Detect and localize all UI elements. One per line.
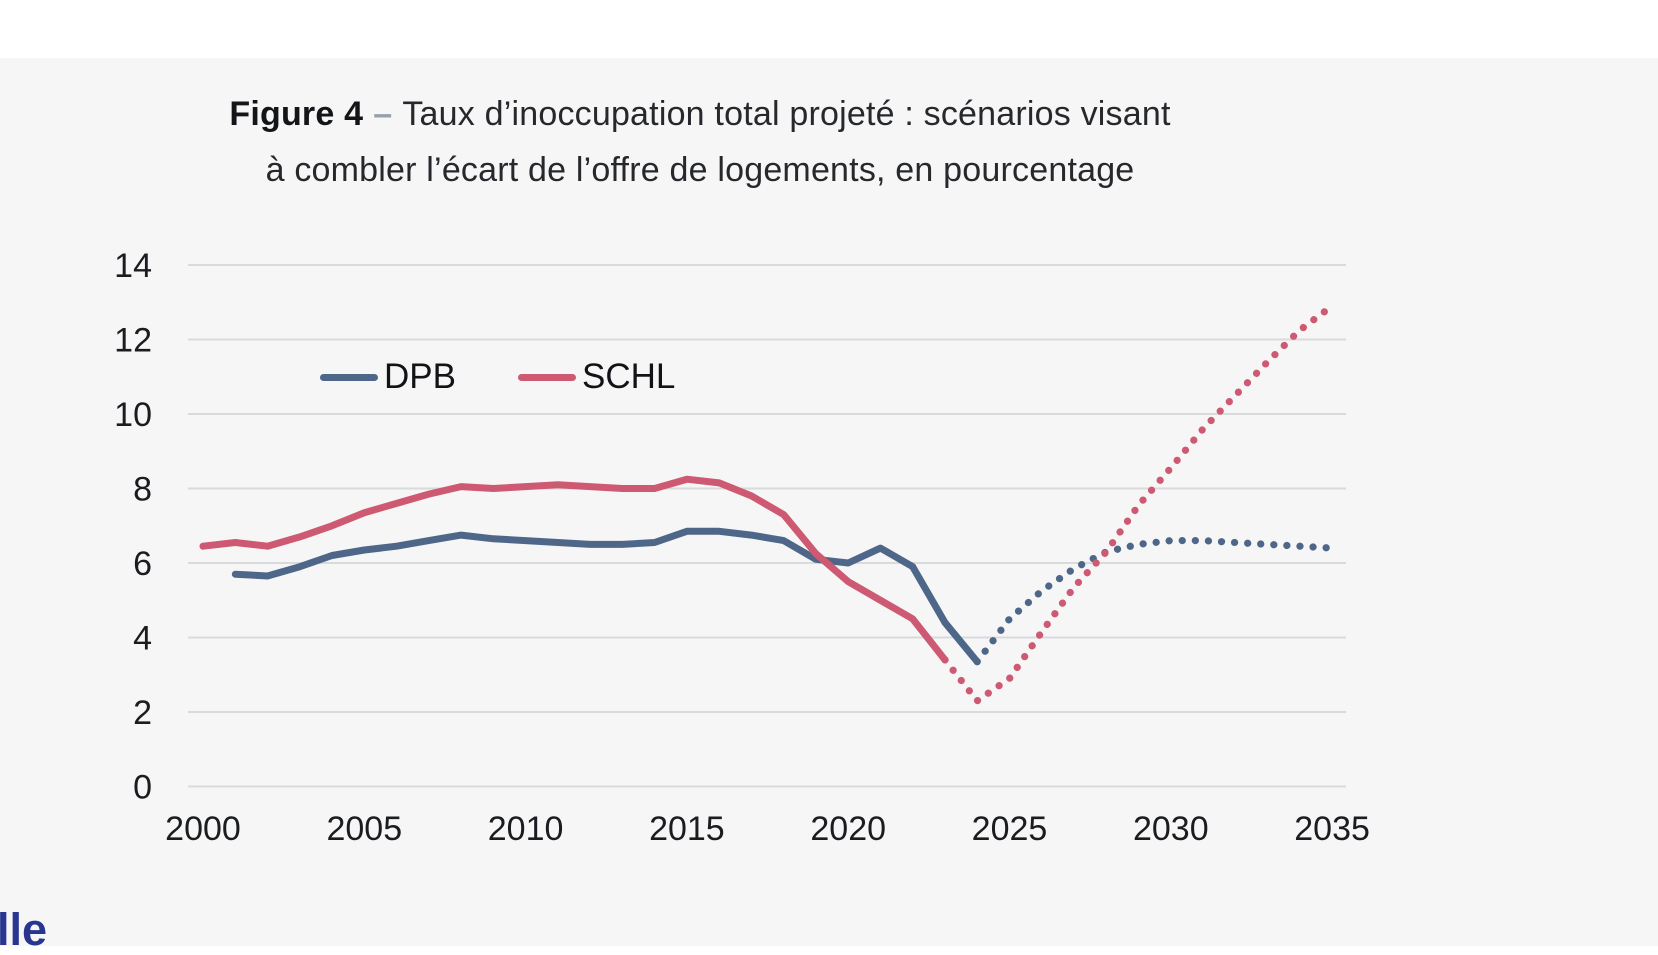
report-panel (0, 58, 1658, 946)
figure-label: Figure 4 (229, 95, 364, 133)
legend-item-schl: SCHL (517, 357, 676, 397)
figure-title-line1: Figure 4– Taux d’inoccupation total proje… (0, 86, 1400, 142)
x-tick-2010: 2010 (488, 810, 564, 848)
y-tick-12: 12 (114, 322, 152, 360)
x-tick-2025: 2025 (972, 810, 1048, 848)
x-tick-2000: 2000 (165, 810, 241, 848)
y-tick-4: 4 (133, 620, 152, 658)
x-tick-2035: 2035 (1294, 810, 1370, 848)
y-tick-14: 14 (114, 247, 152, 285)
legend-swatch-dpb (320, 373, 378, 381)
y-tick-10: 10 (114, 396, 152, 434)
chart-legend: DPB SCHL (320, 354, 675, 400)
legend-label-dpb: DPB (384, 357, 456, 396)
y-tick-2: 2 (133, 694, 152, 732)
figure-title-line2: à combler l’écart de l’offre de logement… (265, 151, 1135, 189)
figure-title: Figure 4– Taux d’inoccupation total proje… (0, 86, 1400, 198)
figure-title-text: Taux d’inoccupation total projeté : scén… (402, 95, 1171, 133)
y-tick-6: 6 (133, 545, 152, 583)
series-schl-historical (199, 475, 949, 664)
legend-label-schl: SCHL (581, 357, 676, 396)
series-dpb-historical (231, 527, 981, 666)
figure-separator: – (373, 95, 393, 133)
y-tick-8: 8 (133, 471, 152, 509)
y-tick-0: 0 (133, 769, 152, 807)
x-tick-2030: 2030 (1133, 810, 1209, 848)
footer-text-fragment: lle (0, 904, 48, 955)
x-tick-2020: 2020 (810, 810, 886, 848)
x-tick-2005: 2005 (326, 810, 402, 848)
legend-item-dpb: DPB (320, 357, 456, 397)
x-tick-2015: 2015 (649, 810, 725, 848)
series-dpb-projected (973, 536, 1336, 666)
series-schl-projected (941, 302, 1336, 705)
legend-swatch-schl (517, 373, 576, 381)
